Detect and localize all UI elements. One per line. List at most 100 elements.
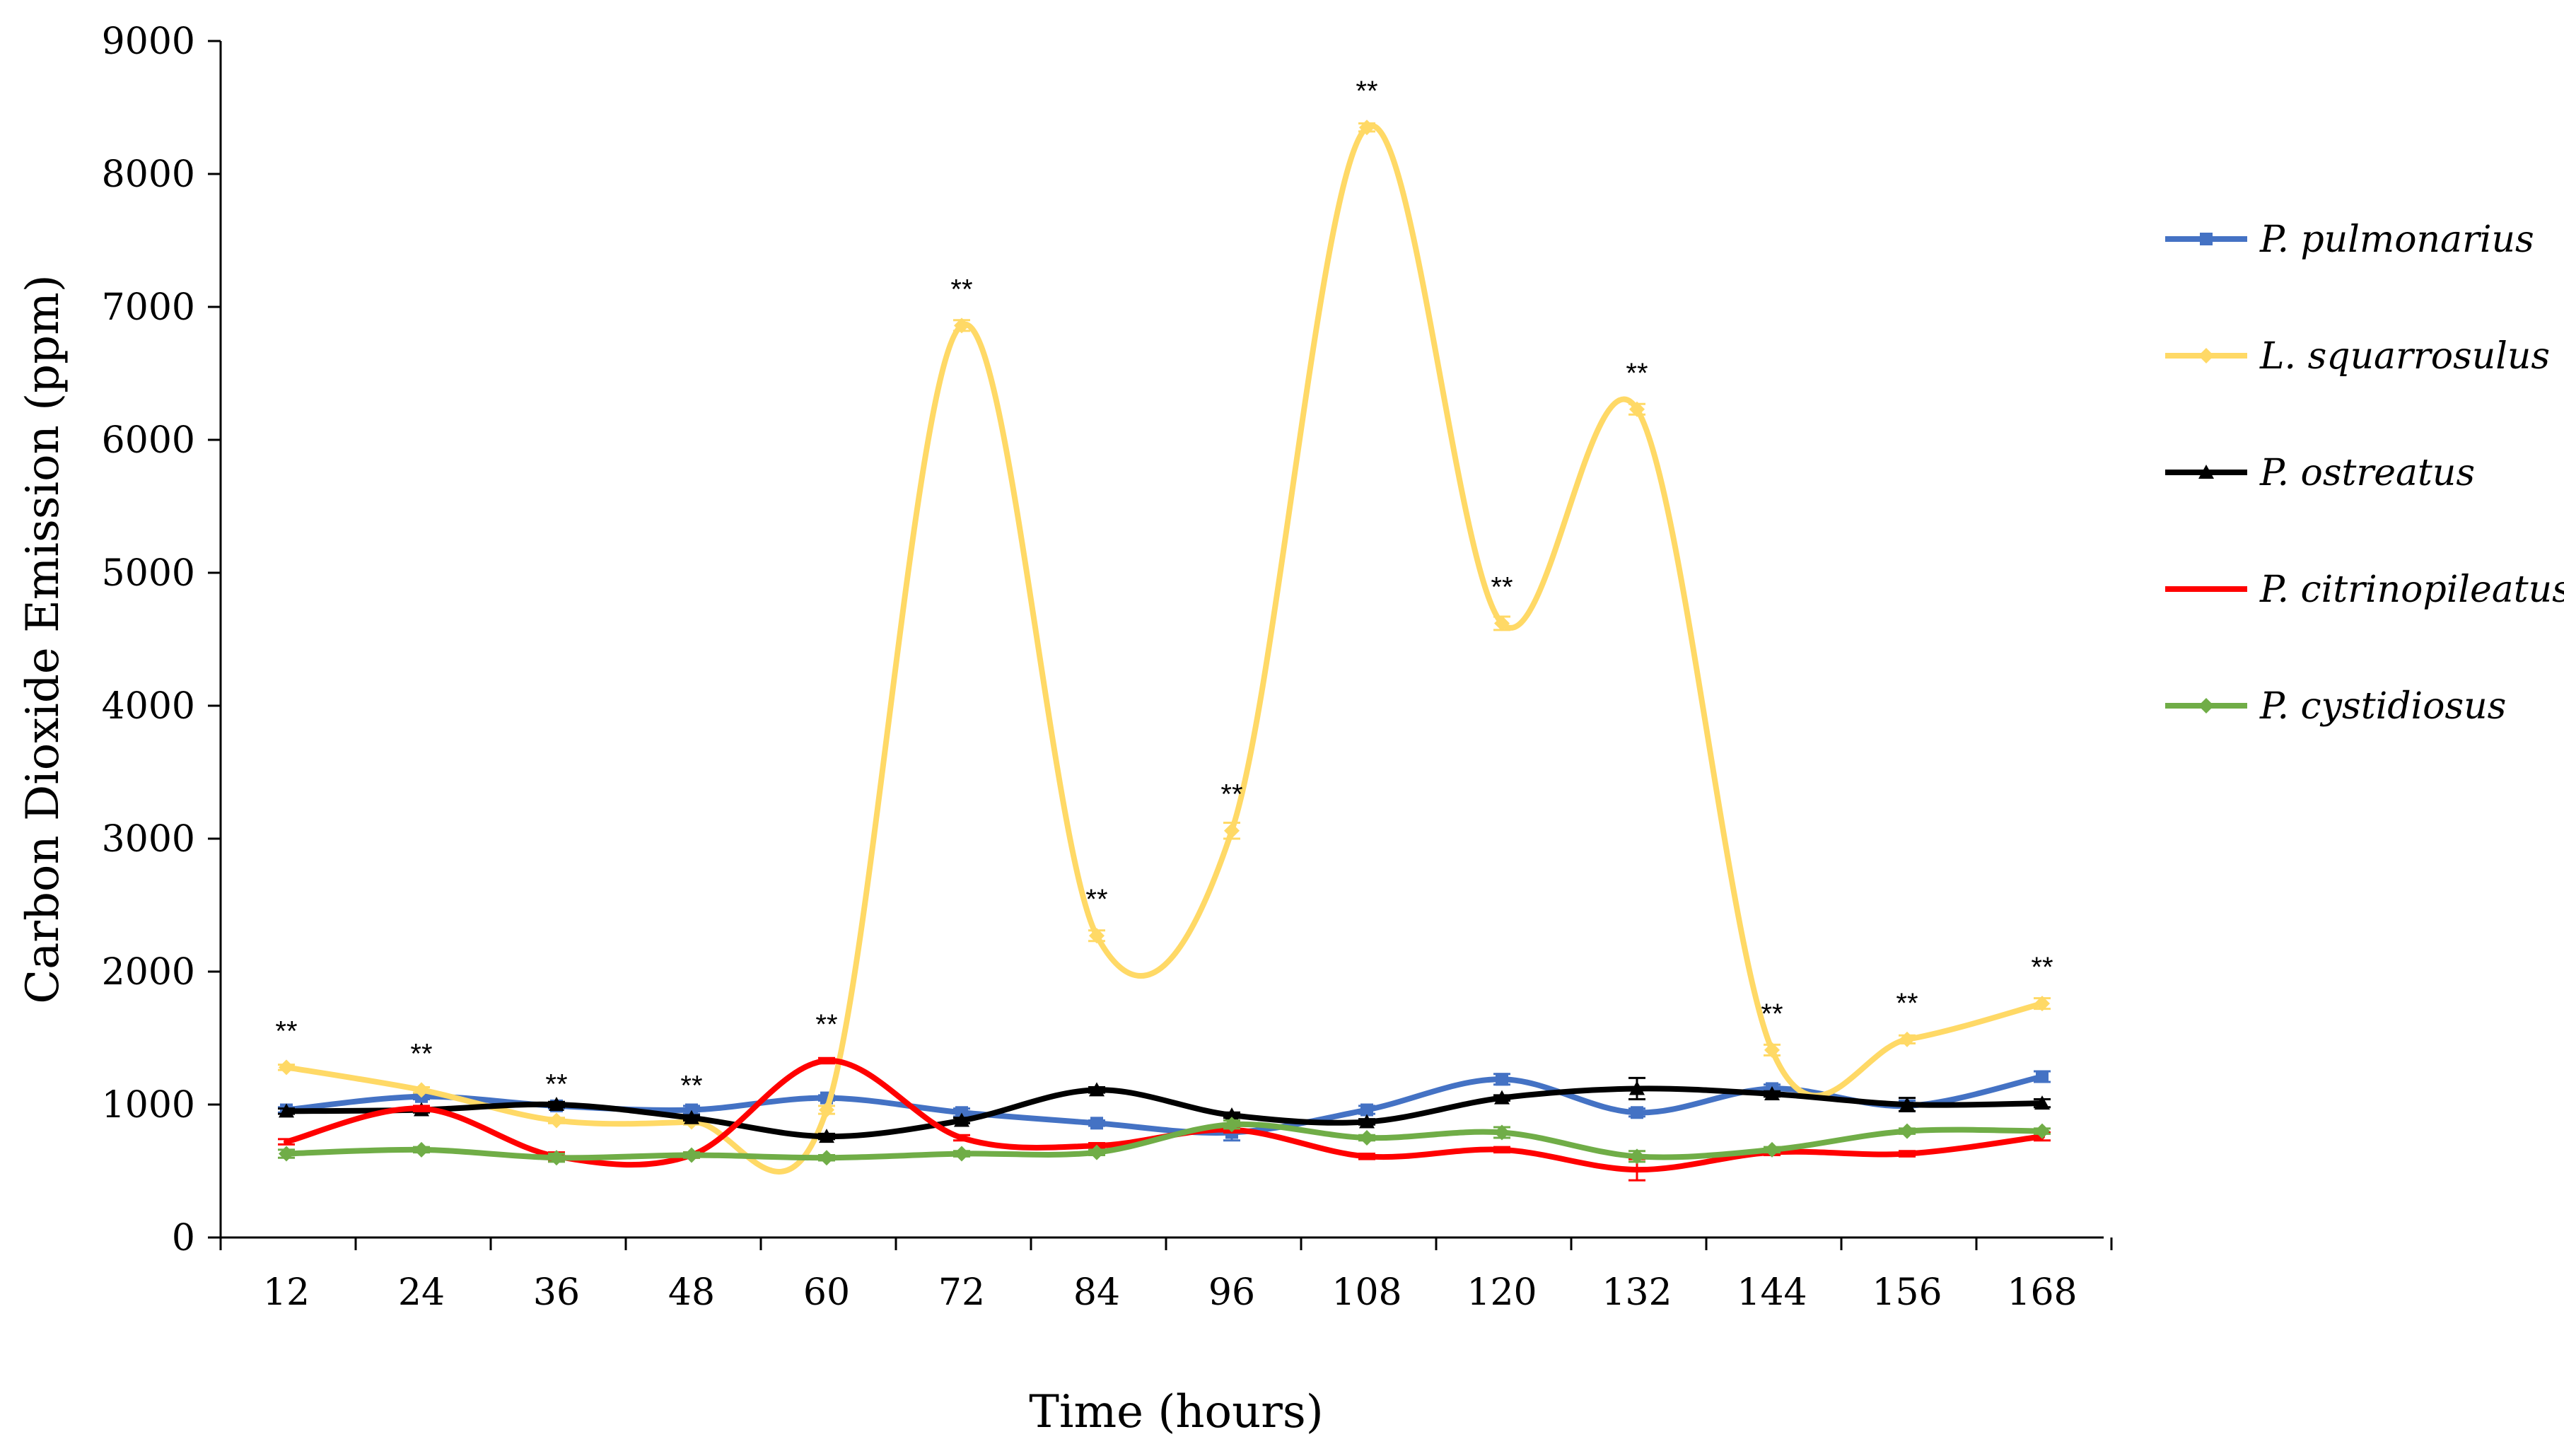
data-point [1089,1082,1105,1097]
legend-item: P. cystidiosus [2165,685,2506,728]
legend: P. pulmonarius L. squarrosulus P. ostreatu… [2165,219,2564,728]
data-point [1224,1117,1240,1133]
data-point [1494,615,1510,631]
data-point [2036,1070,2049,1083]
data-point [549,1112,564,1129]
data-point [684,1110,699,1124]
significance-label: ** [950,274,972,305]
significance-label: ** [1356,76,1377,107]
x-tick-label: 168 [2007,1271,2077,1314]
series-layer [278,120,2051,1182]
legend-item: P. citrinopileatus [2165,569,2564,611]
y-tick-label: 9000 [102,21,195,63]
y-tick-label: 6000 [102,419,195,462]
data-point [1089,928,1105,944]
axes [219,41,2104,1239]
legend-label: P. cystidiosus [2259,685,2506,728]
data-point [1636,1169,1638,1171]
data-point [414,1141,429,1158]
x-ticks: 12 24 36 48 60 72 84 96 108 120 132 144 156 168 [219,1237,2113,1314]
y-tick-label: 5000 [102,552,195,595]
data-point [1359,1114,1375,1129]
legend-label: P. pulmonarius [2259,219,2534,261]
y-tick-label: 8000 [102,153,195,196]
series-l-squarrosulus [278,120,2051,1175]
data-point [414,1082,429,1098]
data-point [279,1103,294,1118]
data-point [1899,1097,1915,1111]
x-tick-label: 108 [1331,1271,1402,1314]
data-point [1089,1144,1105,1160]
data-point [1764,1141,1780,1158]
legend-item: P. ostreatus [2165,452,2475,494]
data-point [1494,1090,1510,1105]
data-point [819,1129,834,1143]
data-point [1899,1031,1915,1047]
data-point [421,1107,422,1110]
x-tick-label: 132 [1602,1271,1672,1314]
significance-label: ** [1896,988,1918,1019]
data-point [826,1059,827,1061]
significance-label: ** [545,1069,567,1100]
data-point [1631,1106,1643,1119]
legend-marker [2200,233,2213,245]
series-line [284,1085,2045,1140]
data-point [1629,1081,1645,1095]
significance-label: ** [1626,358,1648,389]
x-tick-label: 60 [803,1271,850,1314]
y-axis-title: Carbon Dioxide Emission (ppm) [17,274,69,1004]
x-tick-label: 96 [1208,1271,1255,1314]
data-point [1764,1042,1780,1058]
series-p-ostreatus [278,1076,2051,1143]
legend-marker [2198,698,2214,714]
data-point [1906,1153,1908,1155]
series-line [284,1121,2045,1161]
data-point [685,1103,698,1117]
x-tick-label: 12 [263,1271,310,1314]
data-point [549,1097,564,1111]
x-tick-label: 84 [1073,1271,1120,1314]
significance-label: ** [1761,998,1783,1030]
significance-label: ** [410,1038,432,1069]
x-tick-label: 72 [938,1271,985,1314]
legend-marker [2198,465,2214,479]
data-point [1764,1085,1780,1100]
data-point [1224,1107,1240,1122]
x-tick-label: 144 [1737,1271,1807,1314]
data-point [954,1112,969,1127]
legend-marker [2205,588,2207,590]
significance-label: ** [815,1009,837,1040]
data-point [961,1137,962,1138]
x-tick-label: 24 [398,1271,445,1314]
data-point [286,1141,287,1143]
data-point [1494,1124,1510,1141]
data-point [1899,1123,1915,1139]
x-tick-label: 48 [668,1271,715,1314]
data-point [1360,1103,1373,1117]
legend-item: L. squarrosulus [2165,335,2550,378]
x-tick-label: 156 [1872,1271,1942,1314]
x-tick-label: 120 [1467,1271,1537,1314]
data-point [2034,1123,2050,1139]
legend-item: P. pulmonarius [2165,219,2534,261]
data-point [279,1146,294,1162]
legend-label: P. citrinopileatus [2259,569,2564,611]
data-point [684,1147,699,1163]
y-tick-label: 2000 [102,951,195,994]
data-point [1090,1117,1103,1130]
x-axis-title: Time (hours) [1029,1386,1323,1438]
data-point [1496,1073,1508,1086]
y-tick-label: 0 [172,1217,195,1259]
y-tick-label: 7000 [102,286,195,329]
data-point [1359,1130,1375,1146]
significance-label: ** [1220,779,1242,810]
significance-label: ** [1491,571,1513,602]
significance-label: ** [2031,952,2053,983]
y-ticks: 0 1000 2000 3000 4000 5000 6000 7000 8000 9000 [102,21,221,1259]
data-point [279,1059,294,1076]
series-p-cystidiosus [278,1117,2051,1166]
significance-label: ** [680,1070,702,1101]
data-point [1366,1155,1368,1158]
legend-marker [2198,348,2214,363]
